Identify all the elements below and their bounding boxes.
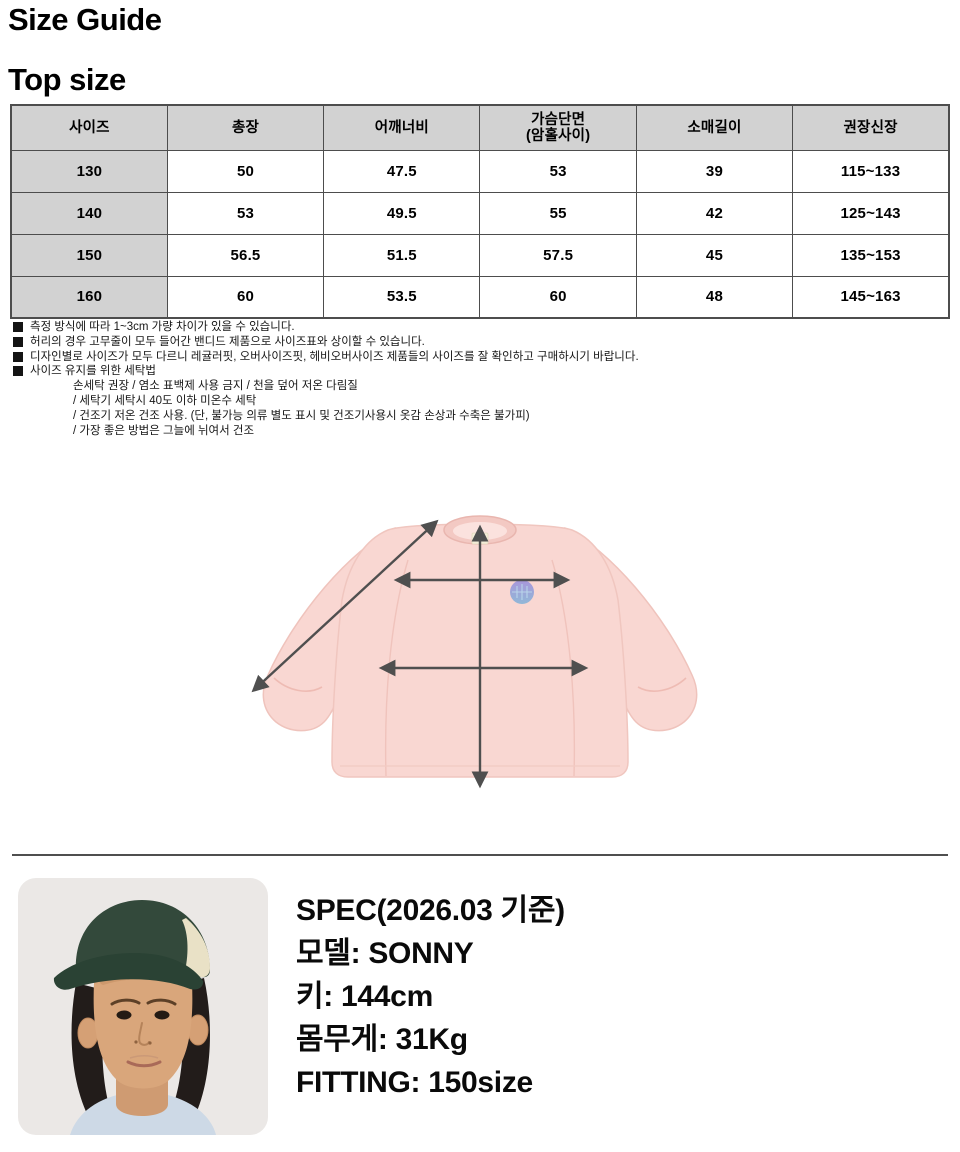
spec-block: SPEC(2026.03 기준) 모델: SONNY 키: 144cm 몸무게:… — [296, 889, 565, 1104]
square-bullet-icon — [13, 336, 23, 347]
page-title: Size Guide — [8, 2, 162, 37]
square-bullet-icon — [13, 322, 23, 332]
spec-title: SPEC(2026.03 기준) — [296, 894, 565, 927]
col-header-size: 사이즈 — [10, 104, 168, 151]
cap-brim — [53, 953, 204, 990]
spec-height: 키: 144cm — [296, 980, 433, 1013]
cell-value: 39 — [635, 149, 794, 193]
cap-back-panel — [182, 918, 210, 978]
section-title-top-size: Top size — [8, 62, 126, 97]
cell-value: 53 — [166, 191, 325, 235]
eye — [154, 1010, 170, 1020]
cell-value: 135~153 — [792, 233, 950, 277]
cell-size: 140 — [10, 191, 168, 235]
square-bullet-icon — [13, 366, 23, 377]
cell-value: 53 — [479, 149, 637, 193]
spec-weight: 몸무게: 31Kg — [296, 1023, 468, 1056]
measurement-arrows — [251, 519, 589, 789]
cell-value: 42 — [635, 191, 794, 235]
note-line: 디자인별로 사이즈가 모두 다르니 레귤러핏, 오버사이즈핏, 헤비오버사이즈 … — [13, 350, 943, 365]
care-instructions: 손세탁 권장 / 염소 표백제 사용 금지 / 천을 덮어 저온 다림질 / 세… — [73, 379, 943, 438]
cell-value: 51.5 — [323, 233, 481, 277]
table-row-150: 150 56.5 51.5 57.5 45 135~153 — [10, 233, 950, 277]
nose — [138, 1022, 150, 1046]
cell-value: 48 — [635, 275, 794, 319]
note-line: 허리의 경우 고무줄이 모두 들어간 밴디드 제품으로 사이즈표와 상이할 수 … — [13, 335, 943, 350]
note-line: 측정 방식에 따라 1~3cm 가량 차이가 있을 수 있습니다. — [13, 320, 943, 335]
cell-value: 50 — [166, 149, 325, 193]
eye — [116, 1010, 132, 1020]
section-divider — [12, 854, 948, 856]
care-line: / 건조기 저온 건조 사용. (단, 불가능 의류 별도 표시 및 건조기사용… — [73, 409, 530, 422]
size-table-header-row: 사이즈 총장 어깨너비 가슴단면 (암홀사이) 소매길이 권장신장 — [10, 104, 950, 151]
square-bullet-icon — [13, 351, 23, 362]
care-line: 손세탁 권장 / 염소 표백제 사용 금지 / 천을 덮어 저온 다림질 — [73, 380, 358, 393]
model-photo — [18, 878, 268, 1135]
cell-value: 60 — [479, 275, 637, 319]
col-header-recommended-height: 권장신장 — [792, 104, 950, 151]
cell-value: 145~163 — [792, 275, 950, 319]
col-header-shoulder-width: 어깨너비 — [323, 104, 481, 151]
brand-logo-icon — [510, 580, 534, 604]
table-row-160: 160 60 53.5 60 48 145~163 — [10, 275, 950, 319]
col-header-sleeve-length: 소매길이 — [635, 104, 794, 151]
col-header-total-length: 총장 — [166, 104, 325, 151]
cell-value: 45 — [635, 233, 794, 277]
care-line: / 가장 좋은 방법은 그늘에 뉘여서 건조 — [73, 424, 255, 437]
mouth — [126, 1060, 162, 1068]
spec-fitting: FITTING: 150size — [296, 1066, 533, 1099]
sleeve-length-arrow-icon — [251, 519, 439, 693]
eyebrow — [110, 998, 141, 1006]
cell-value: 56.5 — [166, 233, 325, 277]
size-table: 사이즈 총장 어깨너비 가슴단면 (암홀사이) 소매길이 권장신장 130 50… — [10, 104, 950, 319]
cell-value: 125~143 — [792, 191, 950, 235]
care-line: / 세탁기 세탁시 40도 이하 미온수 세탁 — [73, 394, 257, 407]
note-text: 허리의 경우 고무줄이 모두 들어간 밴디드 제품으로 사이즈표와 상이할 수 … — [30, 335, 425, 348]
cell-value: 49.5 — [323, 191, 481, 235]
spec-model: 모델: SONNY — [296, 937, 474, 970]
note-text: 측정 방식에 따라 1~3cm 가량 차이가 있을 수 있습니다. — [30, 321, 295, 333]
cell-size: 160 — [10, 275, 168, 319]
cell-value: 60 — [166, 275, 325, 319]
model-portrait-illustration — [18, 878, 268, 1135]
cell-size: 130 — [10, 149, 168, 193]
cell-value: 115~133 — [792, 149, 950, 193]
table-row-130: 130 50 47.5 53 39 115~133 — [10, 149, 950, 193]
cell-value: 47.5 — [323, 149, 481, 193]
cell-value: 57.5 — [479, 233, 637, 277]
garment-measure-diagram — [240, 500, 720, 822]
sweatshirt-illustration — [251, 515, 698, 789]
cell-value: 55 — [479, 191, 637, 235]
col-header-chest: 가슴단면 (암홀사이) — [479, 104, 637, 151]
table-row-140: 140 53 49.5 55 42 125~143 — [10, 191, 950, 235]
note-text: 디자인별로 사이즈가 모두 다르니 레귤러핏, 오버사이즈핏, 헤비오버사이즈 … — [30, 350, 639, 363]
note-text: 사이즈 유지를 위한 세탁법 — [30, 365, 156, 378]
cell-value: 53.5 — [323, 275, 481, 319]
eyebrow — [146, 998, 177, 1006]
note-line: 사이즈 유지를 위한 세탁법 — [13, 364, 943, 379]
cell-size: 150 — [10, 233, 168, 277]
notes-block: 측정 방식에 따라 1~3cm 가량 차이가 있을 수 있습니다. 허리의 경우… — [13, 320, 943, 438]
